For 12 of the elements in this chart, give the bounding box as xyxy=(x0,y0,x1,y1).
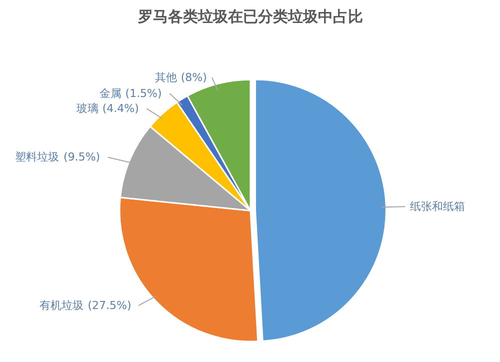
slice-label: 纸张和纸箱 xyxy=(410,200,465,214)
slice-label: 塑料垃圾 xyxy=(15,150,60,164)
data-label: (1.5%) xyxy=(125,87,162,100)
data-label: (8%) xyxy=(180,71,207,84)
slice-label: 玻璃 xyxy=(76,102,98,116)
slice-label: 其他 xyxy=(154,71,177,84)
slice-label: 有机垃圾 xyxy=(39,298,84,312)
data-label: (27.5%) xyxy=(88,298,132,312)
slice-label: 金属 xyxy=(99,87,122,100)
chart-title: 罗马各类垃圾在已分类垃圾中占比 xyxy=(137,8,363,26)
data-label: (4.4%) xyxy=(102,102,139,116)
data-label: (9.5%) xyxy=(64,150,100,164)
